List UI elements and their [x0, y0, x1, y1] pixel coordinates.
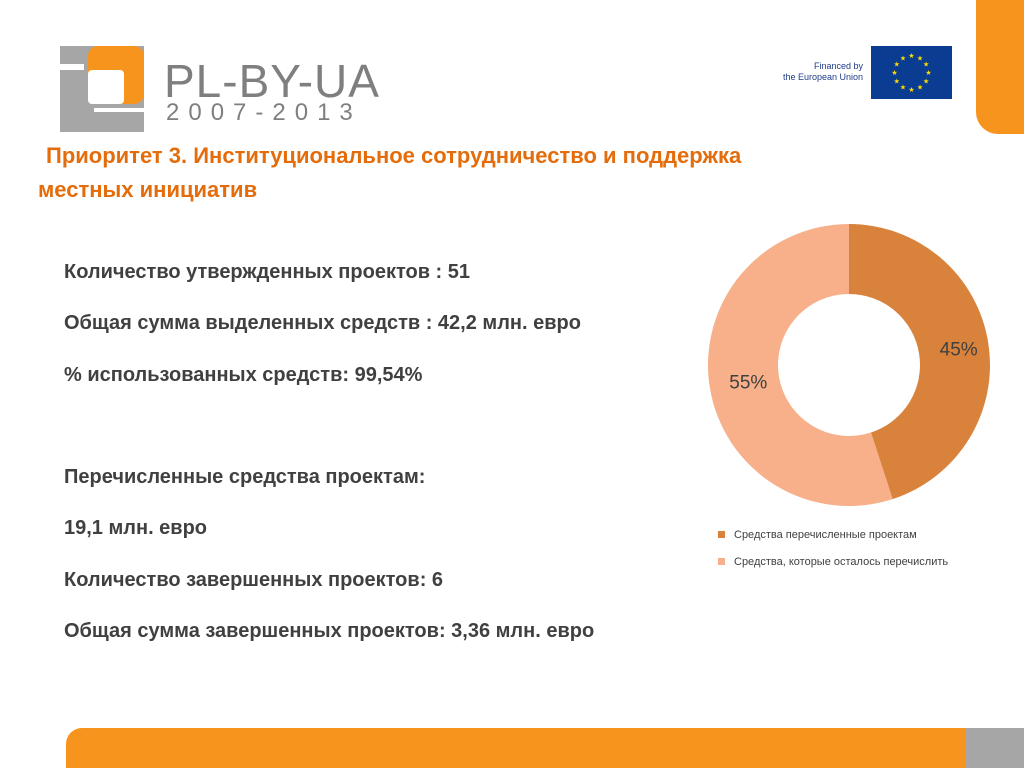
donut-slice-remaining [707, 224, 893, 507]
logo-title: PL-BY-UA [164, 55, 380, 107]
eu-financing-line-2: the European Union [782, 72, 863, 82]
pl-by-ua-logo-icon [60, 46, 144, 132]
stat-approved-projects: Количество утвержденных проектов : 51 [64, 261, 471, 283]
eu-star-icon: ★ [923, 78, 929, 86]
logo-years: 2007-2013 [166, 99, 362, 126]
eu-star-icon: ★ [908, 86, 914, 94]
legend-swatch-transferred [718, 530, 725, 538]
corner-accent-tab [976, 0, 1024, 134]
footer-gray-block [966, 728, 1024, 768]
donut-slice-transferred [849, 224, 990, 500]
legend-label-remaining: Средства, которые осталось перечислить [734, 556, 949, 568]
stat-allocated-funds: Общая сумма выделенных средств : 42,2 мл… [64, 312, 581, 334]
eu-star-icon: ★ [908, 52, 914, 60]
eu-flag-icon: ★ ★★★★★★★★★★★ [871, 46, 952, 99]
slide-heading: Приоритет 3. Институциональное сотруднич… [38, 139, 938, 207]
eu-star-icon: ★ [900, 54, 906, 62]
stat-transferred-funds-value: 19,1 млн. евро [64, 517, 208, 539]
eu-star-icon: ★ [925, 69, 931, 77]
eu-star-icon: ★ [923, 61, 929, 69]
stat-transferred-funds-label: Перечисленные средства проектам: [64, 466, 426, 488]
heading-line-2: местных инициатив [38, 177, 258, 202]
funds-donut-chart: 45% 55% [707, 224, 990, 507]
heading-line-1: Приоритет 3. Институциональное сотруднич… [46, 143, 742, 168]
eu-financing-text: Financed by the European Union [740, 61, 863, 83]
footer-bar [66, 728, 966, 768]
donut-label-remaining: 55% [729, 373, 767, 394]
legend-item-remaining: Средства, которые осталось перечислить [718, 557, 948, 568]
legend-swatch-remaining [718, 557, 725, 565]
eu-star-icon: ★ [917, 54, 923, 62]
stat-completed-projects-sum: Общая сумма завершенных проектов: 3,36 м… [64, 620, 595, 642]
legend-label-transferred: Средства перечисленные проектам [734, 529, 917, 541]
donut-label-transferred: 45% [940, 339, 978, 360]
stat-completed-projects: Количество завершенных проектов: 6 [64, 569, 444, 591]
legend-item-transferred: Средства перечисленные проектам [718, 530, 917, 541]
stat-used-funds-percent: % использованных средств: 99,54% [64, 364, 423, 386]
eu-star-icon: ★ [894, 61, 900, 69]
eu-financing-line-1: Financed by [813, 61, 863, 71]
eu-star-icon: ★ [900, 84, 906, 92]
eu-star-icon: ★ [891, 69, 897, 77]
eu-star-icon: ★ [894, 78, 900, 86]
eu-star-icon: ★ [917, 84, 923, 92]
